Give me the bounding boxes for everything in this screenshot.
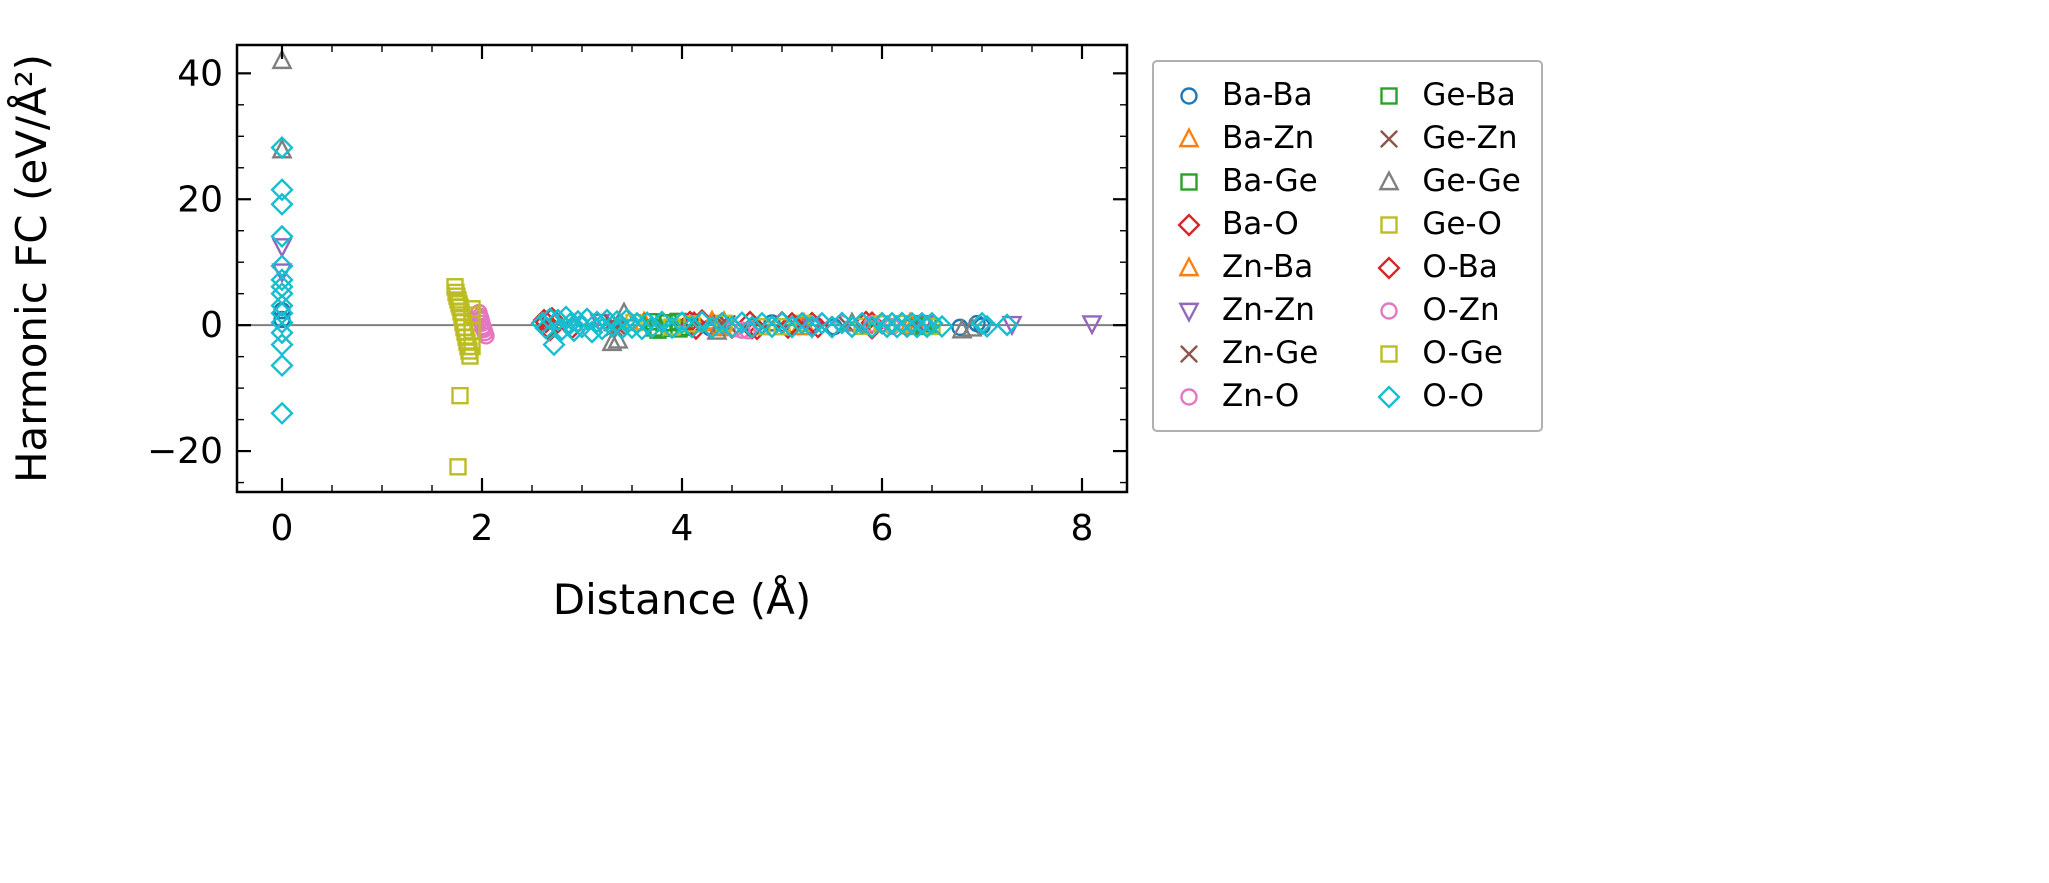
legend-marker-x-icon [1380, 129, 1399, 148]
legend-item-Ge-Ge: Ge-Ge [1370, 165, 1521, 199]
legend-label: Ba-O [1222, 206, 1299, 242]
legend-label: O-O [1422, 378, 1485, 414]
svg-text:2: 2 [471, 508, 494, 549]
legend-label: Zn-Zn [1222, 292, 1315, 328]
x-axis-label: Distance (Å) [553, 574, 812, 624]
legend-label: Ba-Ge [1222, 163, 1318, 199]
legend-label: Zn-Ge [1222, 335, 1319, 371]
legend-label: Ge-Ba [1422, 77, 1516, 113]
axes-box [235, 43, 1129, 494]
legend-label: Zn-Ba [1222, 249, 1314, 285]
legend-marker-circle-icon [1380, 301, 1399, 320]
svg-text:−20: −20 [147, 431, 223, 472]
legend-marker-diamond-icon [1177, 212, 1201, 237]
svg-text:0: 0 [271, 508, 294, 549]
legend-item-Zn-Ge: Zn-Ge [1170, 337, 1318, 371]
legend-item-Ge-Zn: Ge-Zn [1370, 122, 1521, 156]
svg-text:40: 40 [177, 53, 223, 94]
x-tick-labels: 0 2 4 6 8 [271, 508, 1094, 549]
x-axis-ticks [280, 45, 1084, 492]
legend-marker-diamond-icon [1377, 384, 1401, 409]
legend-marker-square-icon [1380, 344, 1399, 363]
legend-label: O-Zn [1422, 292, 1500, 328]
legend-label: Ba-Ba [1222, 77, 1313, 113]
legend-marker-x-icon [1180, 344, 1198, 363]
legend-marker-triangle-up-icon [1178, 126, 1200, 147]
series-points-Ge-Ge [271, 48, 983, 352]
legend-item-Ba-O: Ba-O [1170, 208, 1318, 242]
legend-marker-triangle-up-icon [1378, 169, 1400, 190]
legend-label: O-Ge [1422, 335, 1503, 371]
legend-marker-triangle-up-icon [1178, 255, 1200, 276]
svg-text:8: 8 [1071, 508, 1094, 549]
svg-text:4: 4 [671, 508, 694, 549]
legend-label: Ge-Ge [1422, 163, 1521, 199]
legend-item-Ge-Ba: Ge-Ba [1370, 79, 1521, 113]
legend-item-Zn-Zn: Zn-Zn [1170, 294, 1318, 328]
y-tick-labels: −20 0 20 40 [147, 53, 223, 472]
y-axis-label: Harmonic FC (eV/Å²) [6, 54, 56, 483]
legend-marker-square-icon [1380, 86, 1399, 105]
legend-label: Ge-O [1422, 206, 1502, 242]
legend-label: Zn-O [1222, 378, 1300, 414]
legend-marker-circle-icon [1180, 387, 1198, 406]
legend-item-Ba-Ba: Ba-Ba [1170, 79, 1318, 113]
legend-item-Ba-Ge: Ba-Ge [1170, 165, 1318, 199]
svg-text:6: 6 [871, 508, 894, 549]
legend-item-Zn-O: Zn-O [1170, 380, 1318, 414]
svg-text:0: 0 [200, 305, 223, 346]
legend-item-Ba-Zn: Ba-Zn [1170, 122, 1318, 156]
legend-label: O-Ba [1422, 249, 1498, 285]
legend-item-Ge-O: Ge-O [1370, 208, 1521, 242]
legend-item-O-Zn: O-Zn [1370, 294, 1521, 328]
legend-item-O-O: O-O [1370, 380, 1521, 414]
legend-marker-diamond-icon [1377, 255, 1401, 280]
legend-marker-circle-icon [1180, 86, 1198, 105]
series-points-Ge-O [446, 278, 941, 476]
legend: Ba-Ba Ba-Zn Ba-Ge Ba-O Zn-Ba Zn-Zn Zn-Ge Zn-O Ge… [1152, 60, 1543, 432]
legend-item-O-Ge: O-Ge [1370, 337, 1521, 371]
legend-item-Zn-Ba: Zn-Ba [1170, 251, 1318, 285]
svg-text:20: 20 [177, 179, 223, 220]
legend-marker-triangle-down-icon [1178, 302, 1200, 323]
y-axis-ticks [237, 72, 1127, 484]
legend-label: Ba-Zn [1222, 120, 1315, 156]
series-points-O-O [270, 136, 1019, 425]
legend-label: Ge-Zn [1422, 120, 1518, 156]
legend-marker-square-icon [1380, 215, 1399, 234]
legend-marker-square-icon [1180, 172, 1198, 191]
legend-item-O-Ba: O-Ba [1370, 251, 1521, 285]
